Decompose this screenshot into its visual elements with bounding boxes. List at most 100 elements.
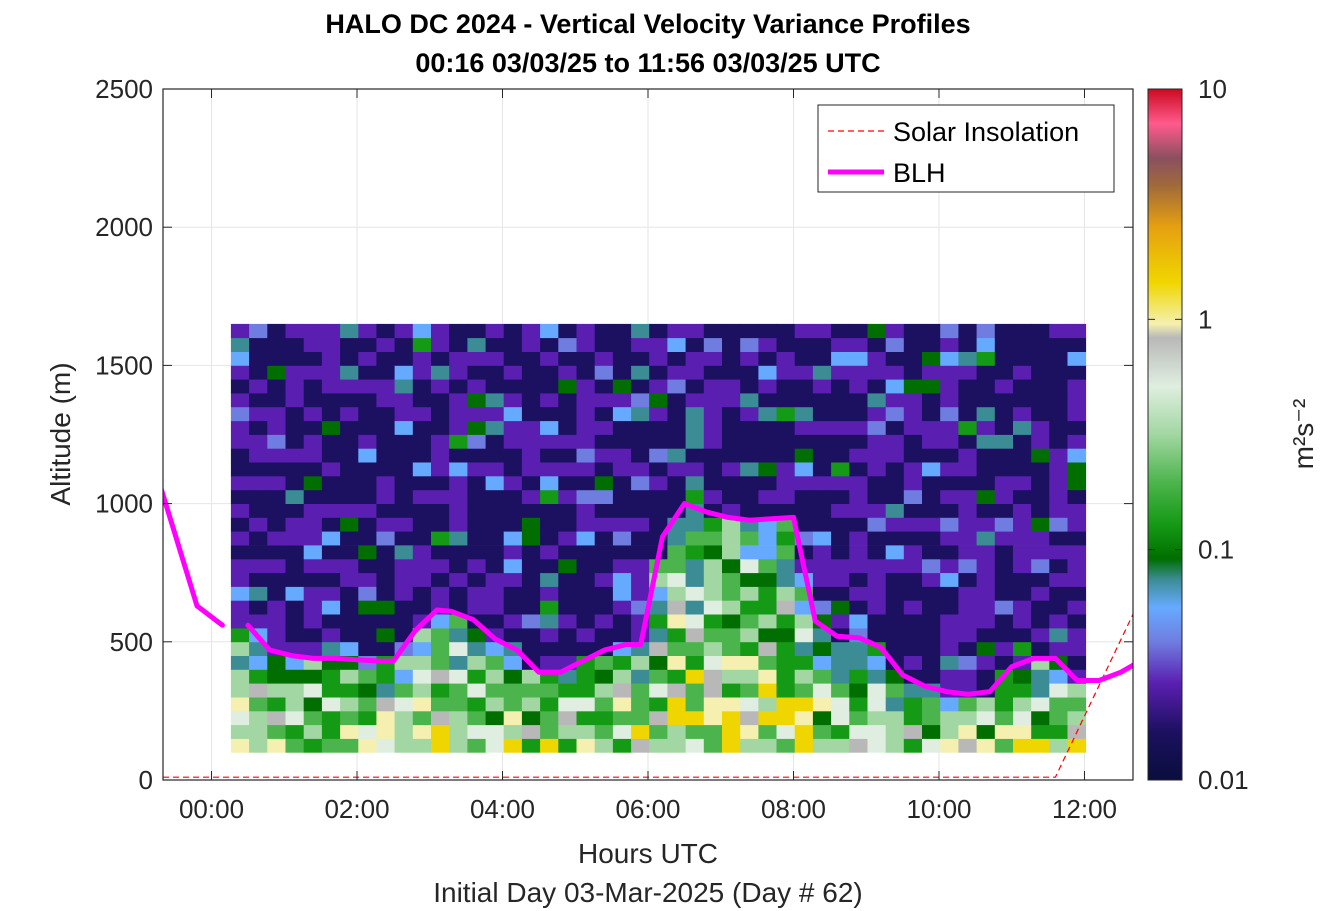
variance-cell xyxy=(940,420,959,435)
variance-cell xyxy=(1049,724,1068,739)
variance-cell xyxy=(667,448,686,463)
variance-cell xyxy=(903,406,923,422)
variance-cell xyxy=(340,462,359,477)
variance-cell xyxy=(740,614,759,629)
variance-cell xyxy=(758,641,777,656)
variance-cell xyxy=(576,669,596,684)
variance-cell xyxy=(1031,724,1050,739)
variance-cell xyxy=(685,406,705,422)
variance-cell xyxy=(594,545,614,560)
variance-cell xyxy=(631,503,650,518)
variance-cell xyxy=(976,434,996,449)
variance-cell xyxy=(667,365,686,380)
variance-cell xyxy=(849,572,868,587)
variance-cell xyxy=(576,448,596,463)
variance-cell xyxy=(849,697,868,712)
variance-cell xyxy=(722,434,741,449)
variance-cell xyxy=(612,434,632,449)
variance-cell xyxy=(612,614,632,629)
variance-cell xyxy=(303,476,323,491)
variance-cell xyxy=(631,517,650,532)
variance-cell xyxy=(703,600,723,615)
variance-cell xyxy=(467,586,486,601)
variance-cell xyxy=(922,697,941,712)
variance-cell xyxy=(358,393,377,408)
variance-cell xyxy=(303,710,323,726)
variance-cell xyxy=(667,655,686,670)
variance-cell xyxy=(285,628,305,643)
variance-cell xyxy=(340,393,359,408)
variance-cell xyxy=(612,600,632,615)
variance-cell xyxy=(1031,476,1050,491)
variance-cell xyxy=(1049,572,1068,587)
variance-cell xyxy=(958,724,977,739)
variance-cell xyxy=(940,448,959,463)
variance-cell xyxy=(340,337,359,352)
variance-cell xyxy=(467,641,486,656)
variance-cell xyxy=(867,420,887,435)
variance-cell xyxy=(612,586,632,601)
variance-cell xyxy=(340,545,359,560)
variance-cell xyxy=(922,351,941,366)
variance-cell xyxy=(831,393,850,408)
variance-cell xyxy=(940,614,959,629)
variance-cell xyxy=(1013,724,1032,739)
variance-cell xyxy=(321,503,341,518)
variance-cell xyxy=(649,669,668,684)
variance-cell xyxy=(867,365,887,380)
variance-cell xyxy=(576,406,596,422)
variance-cell xyxy=(703,434,723,449)
variance-cell xyxy=(376,420,395,435)
variance-cell xyxy=(285,434,305,449)
variance-cell xyxy=(958,655,977,670)
variance-cell xyxy=(1013,406,1032,422)
variance-cell xyxy=(903,545,923,560)
variance-cell xyxy=(903,600,923,615)
blh-line xyxy=(245,501,1133,697)
variance-cell xyxy=(521,489,541,504)
variance-cell xyxy=(831,572,850,587)
variance-cell xyxy=(649,448,668,463)
variance-cell xyxy=(722,503,741,518)
variance-cell xyxy=(776,448,796,463)
variance-cell xyxy=(321,558,341,574)
variance-cell xyxy=(321,406,341,422)
variance-cell xyxy=(1067,738,1087,753)
variance-cell xyxy=(976,697,996,712)
variance-cell xyxy=(685,351,705,366)
variance-cell xyxy=(558,365,577,380)
variance-cell xyxy=(503,697,523,712)
variance-cell xyxy=(540,545,559,560)
variance-cell xyxy=(467,434,486,449)
variance-cell xyxy=(1031,365,1050,380)
variance-cell xyxy=(612,628,632,643)
variance-cell xyxy=(321,710,341,726)
variance-cell xyxy=(467,655,486,670)
variance-cell xyxy=(940,323,959,339)
variance-cell xyxy=(776,628,796,643)
variance-cell xyxy=(794,489,814,504)
variance-cell xyxy=(485,323,505,339)
variance-cell xyxy=(394,476,414,491)
variance-cell xyxy=(521,393,541,408)
variance-cell xyxy=(649,323,668,339)
variance-cell xyxy=(394,351,414,366)
variance-cell xyxy=(631,462,650,477)
variance-cell xyxy=(685,600,705,615)
variance-cell xyxy=(667,379,686,394)
y-tick-label: 0 xyxy=(139,765,153,795)
variance-cell xyxy=(358,572,377,587)
variance-cell xyxy=(722,476,741,491)
variance-cell xyxy=(1013,420,1032,435)
variance-cell xyxy=(812,503,832,518)
variance-cell xyxy=(431,476,450,491)
y-tick-label: 2000 xyxy=(95,212,153,242)
variance-cell xyxy=(431,337,450,352)
variance-cell xyxy=(576,558,596,574)
variance-cell xyxy=(503,531,523,546)
variance-cell xyxy=(267,738,286,753)
variance-cell xyxy=(285,393,305,408)
variance-cell xyxy=(267,586,286,601)
variance-cell xyxy=(376,323,395,339)
variance-cell xyxy=(467,697,486,712)
